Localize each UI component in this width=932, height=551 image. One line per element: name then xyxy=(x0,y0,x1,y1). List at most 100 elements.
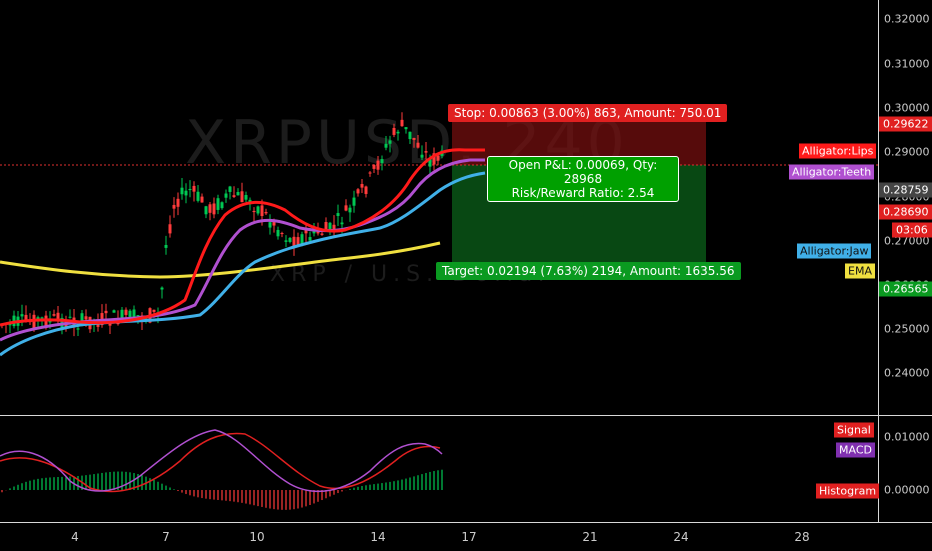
candle-body xyxy=(52,314,56,316)
candle-body xyxy=(168,224,172,234)
candle-body xyxy=(40,317,44,319)
axis-separator xyxy=(878,0,879,522)
candle-body xyxy=(176,198,180,207)
stop-banner[interactable]: Stop: 0.00863 (3.00%) 863, Amount: 750.0… xyxy=(448,104,728,122)
target-price-tag: 0.26565 xyxy=(879,281,932,297)
candle-body xyxy=(368,172,372,174)
candle-body xyxy=(188,188,192,191)
macd-label: 0.01000 xyxy=(884,430,930,444)
candle-body xyxy=(324,222,328,231)
candle-body xyxy=(128,310,132,323)
candle-body xyxy=(208,204,212,213)
price-label: 0.25000 xyxy=(884,322,930,336)
macd-histogram xyxy=(1,469,443,510)
candle-body xyxy=(172,204,176,209)
candle-body xyxy=(424,151,428,153)
candle-body xyxy=(432,153,436,165)
risk-reward-text: Risk/Reward Ratio: 2.54 xyxy=(511,186,655,200)
candle-body xyxy=(32,314,36,330)
candle-body xyxy=(408,131,412,140)
candle-body xyxy=(20,314,24,317)
candle-body xyxy=(164,244,168,248)
candle-body xyxy=(336,213,340,217)
macd-canvas[interactable] xyxy=(0,416,878,522)
time-label: 4 xyxy=(71,530,79,544)
candle-body xyxy=(384,143,388,148)
candle-body xyxy=(244,195,248,200)
current-price-tag: 0.28759 xyxy=(879,182,932,198)
candle-body xyxy=(396,131,400,134)
price-chart-canvas[interactable] xyxy=(0,0,878,415)
candle-body xyxy=(252,210,256,213)
candles xyxy=(0,112,444,337)
candle-body xyxy=(132,309,136,320)
candle-body xyxy=(376,160,380,170)
candle-body xyxy=(280,233,284,235)
ema-line xyxy=(0,241,441,279)
candle-body xyxy=(184,190,188,196)
target-banner[interactable]: Target: 0.02194 (7.63%) 2194, Amount: 16… xyxy=(436,262,741,280)
candle-body xyxy=(204,206,208,215)
time-label: 14 xyxy=(370,530,386,544)
candle-body xyxy=(136,315,140,317)
candle-body xyxy=(112,310,116,313)
pnl-box[interactable]: Open P&L: 0.00069, Qty: 28968 Risk/Rewar… xyxy=(487,156,679,202)
macd-pane[interactable] xyxy=(0,416,878,522)
candle-body xyxy=(372,165,376,169)
candle-body xyxy=(256,206,260,214)
price-label: 0.24000 xyxy=(884,366,930,380)
time-label: 24 xyxy=(673,530,689,544)
time-label: 28 xyxy=(794,530,810,544)
candle-body xyxy=(56,312,60,320)
candle-body xyxy=(288,237,292,242)
candle-body xyxy=(416,142,420,148)
candle-body xyxy=(160,287,164,290)
countdown-tag: 03:06 xyxy=(892,222,932,238)
candle-body xyxy=(180,187,184,195)
candle-body xyxy=(296,237,300,245)
candle-body xyxy=(332,224,336,230)
price-label: 0.32000 xyxy=(884,12,930,26)
candle-body xyxy=(196,191,200,201)
candle-body xyxy=(380,159,384,164)
candle-body xyxy=(76,328,80,330)
candle-body xyxy=(356,189,360,194)
candle-body xyxy=(200,196,204,203)
candle-body xyxy=(264,211,268,214)
time-label: 7 xyxy=(162,530,170,544)
time-label: 10 xyxy=(249,530,265,544)
alligator-lips-tag: Alligator:Lips xyxy=(799,143,877,159)
candle-body xyxy=(304,227,308,234)
pane-separator[interactable] xyxy=(0,415,932,416)
candle-body xyxy=(328,222,332,233)
price-label: 0.29000 xyxy=(884,145,930,159)
candle-body xyxy=(236,192,240,196)
candle-body xyxy=(224,193,228,198)
candle-body xyxy=(44,315,48,328)
candle-body xyxy=(212,203,216,215)
candle-body xyxy=(300,234,304,244)
ema-tag: EMA xyxy=(845,263,875,279)
macd-line xyxy=(0,429,443,492)
candle-body xyxy=(24,314,28,321)
alligator-teeth-tag: Alligator:Teeth xyxy=(789,164,875,180)
candle-body xyxy=(404,127,408,130)
time-axis[interactable]: 4 7 10 14 17 21 24 28 xyxy=(0,522,932,551)
candle-body xyxy=(392,127,396,135)
alligator-jaw-line xyxy=(0,171,486,357)
candle-body xyxy=(320,233,324,235)
candle-body xyxy=(348,207,352,213)
candle-body xyxy=(192,185,196,192)
candle-body xyxy=(124,309,128,315)
candle-body xyxy=(104,310,108,314)
entry-price-tag: 0.28690 xyxy=(879,204,932,220)
price-label: 0.27000 xyxy=(884,234,930,248)
price-pane[interactable]: XRPUSD, 240 XRP / U.S. Dollar Stop: 0.00… xyxy=(0,0,878,415)
candle-body xyxy=(272,219,276,226)
macd-signal-line xyxy=(0,432,441,493)
price-label: 0.31000 xyxy=(884,57,930,71)
candle-body xyxy=(220,202,224,209)
histogram-tag: Histogram xyxy=(816,483,880,499)
candle-body xyxy=(388,140,392,144)
candle-body xyxy=(428,158,432,167)
